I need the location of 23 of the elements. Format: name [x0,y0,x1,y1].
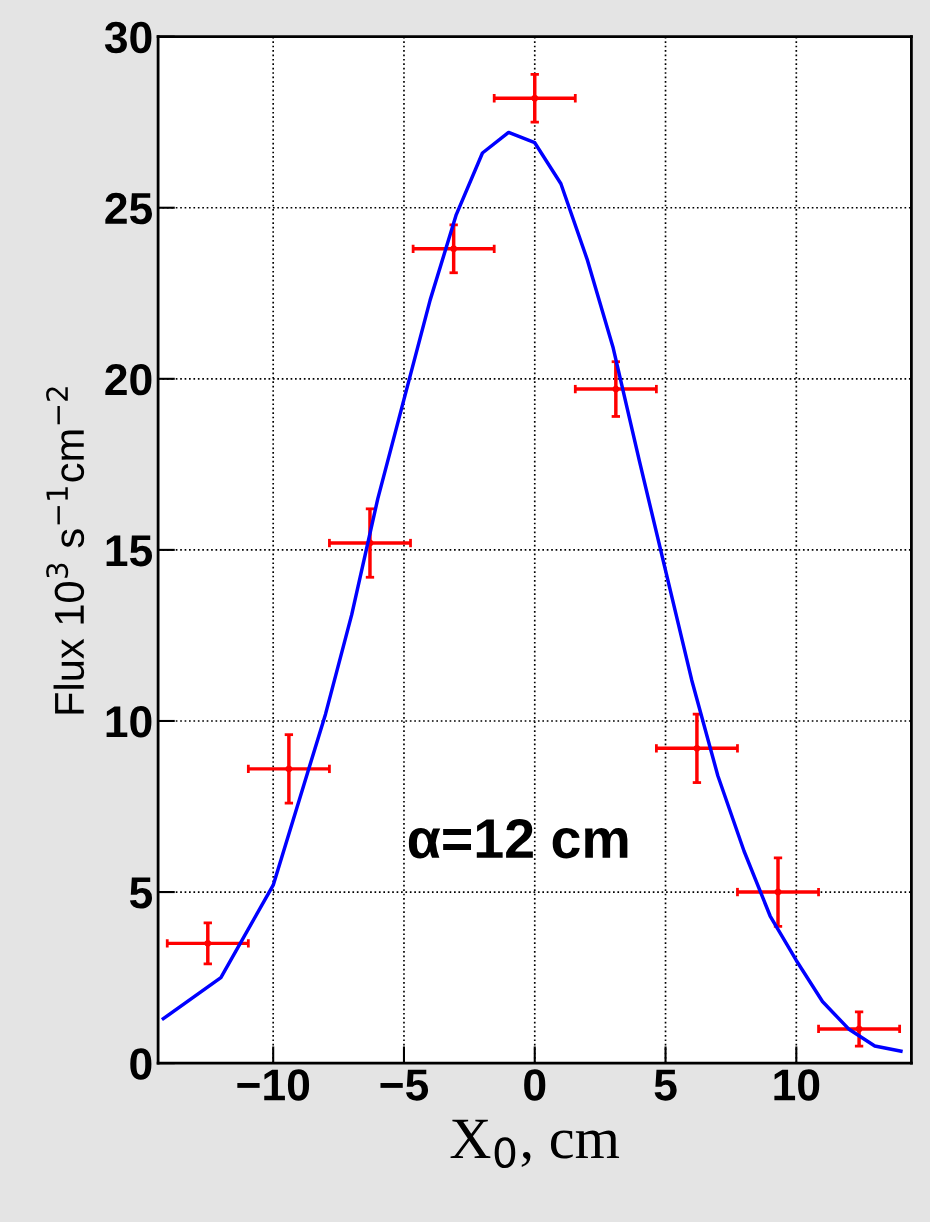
point [285,765,293,773]
x-tick-label: 0 [524,1069,546,1101]
x-tick-label: −10 [237,1069,310,1101]
point [450,245,458,253]
point [612,385,620,393]
y-tick-label: 25 [105,192,153,225]
point [693,744,701,752]
line-series [161,130,903,1053]
point [531,94,539,102]
x-axis-title: X$_{0}$, cm [450,1119,620,1169]
y-tick-label: 15 [106,535,153,567]
y-tick-label: 0 [130,1048,152,1080]
point [855,1025,863,1033]
x-tick-label: 5 [654,1069,677,1101]
y-tick-label: 5 [129,877,152,909]
y-tick-label: 30 [104,21,152,54]
y-tick-label: 20 [105,363,152,396]
y-tick-label: 10 [106,706,152,738]
point [204,939,212,947]
annotation: α=12 cm [408,819,628,859]
y-axis-title: Flux 10$^{3}$ s$^{−1}$cm$^{−2}$ [46,387,85,714]
x-tick-label: 10 [774,1069,820,1101]
x-tick-label: −5 [380,1069,429,1101]
